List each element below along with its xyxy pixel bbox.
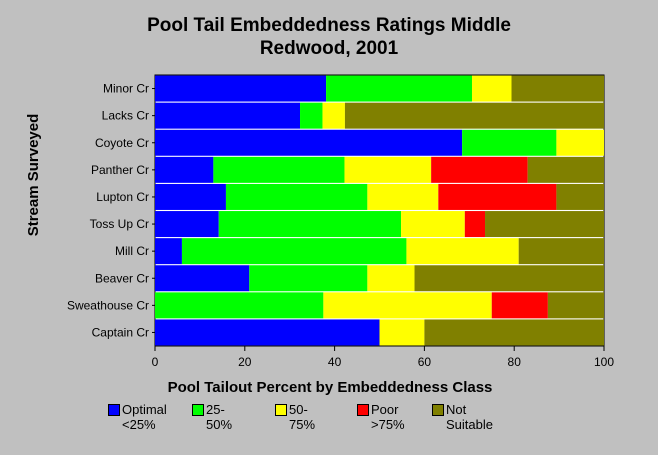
- bar-segment: [556, 129, 604, 156]
- x-tick-label: 40: [328, 355, 342, 369]
- bar-segment: [155, 292, 324, 319]
- bar-segment: [367, 265, 415, 292]
- x-axis-label: Pool Tailout Percent by Embeddedness Cla…: [168, 379, 493, 396]
- bar-segment: [322, 102, 345, 129]
- bar-segment: [213, 156, 345, 183]
- y-tick-label: Beaver Cr: [95, 271, 149, 285]
- bar-segment: [556, 183, 604, 210]
- bars-group: [155, 75, 604, 346]
- y-tick-label: Panther Cr: [91, 163, 149, 177]
- bar-segment: [527, 156, 604, 183]
- legend-label: 50-75%: [289, 402, 316, 432]
- bar-segment: [155, 102, 301, 129]
- y-tick-label: Mill Cr: [115, 244, 149, 258]
- bar-segment: [511, 75, 604, 102]
- chart-title-line: Redwood, 2001: [259, 38, 399, 59]
- bar-segment: [464, 211, 486, 238]
- y-tick-label: Minor Cr: [103, 82, 149, 96]
- bar-segment: [462, 129, 557, 156]
- bar-segment: [181, 238, 407, 265]
- legend-swatch: [275, 404, 287, 416]
- bar-segment: [414, 265, 604, 292]
- chart-title-line: Pool Tail Embeddedness Ratings Middle: [147, 15, 511, 36]
- bar-segment: [379, 319, 425, 346]
- legend-swatch: [108, 404, 120, 416]
- bar-segment: [344, 156, 432, 183]
- bar-segment: [300, 102, 323, 129]
- bar-segment: [424, 319, 604, 346]
- x-tick-label: 80: [508, 355, 522, 369]
- bar-segment: [155, 319, 380, 346]
- y-tick-label: Lacks Cr: [102, 109, 149, 123]
- legend-label: Poor >75%: [371, 402, 405, 432]
- bar-segment: [225, 183, 368, 210]
- bar-segment: [155, 265, 250, 292]
- bar-segment: [401, 211, 465, 238]
- x-tick-label: 20: [238, 355, 252, 369]
- bar-segment: [155, 129, 463, 156]
- bar-segment: [155, 183, 226, 210]
- legend-swatch: [192, 404, 204, 416]
- legend-label: 25-50%: [206, 402, 233, 432]
- x-tick-label: 100: [594, 355, 614, 369]
- bar-segment: [155, 156, 214, 183]
- y-tick-label: Coyote Cr: [95, 136, 149, 150]
- bar-segment: [485, 211, 604, 238]
- legend-swatch: [357, 404, 369, 416]
- x-tick-label: 60: [418, 355, 432, 369]
- bar-segment: [547, 292, 604, 319]
- bar-segment: [155, 238, 182, 265]
- bar-segment: [155, 75, 327, 102]
- bar-segment: [218, 211, 402, 238]
- bar-segment: [406, 238, 519, 265]
- bar-segment: [491, 292, 548, 319]
- bar-segment: [344, 102, 604, 129]
- y-axis-ticks: Minor Cr Lacks Cr Coyote Cr Panther Cr Lupto…: [67, 82, 155, 339]
- bar-segment: [518, 238, 604, 265]
- chart-title: Pool Tail Embeddedness Ratings Middle Red…: [0, 14, 658, 60]
- bar-segment: [323, 292, 492, 319]
- bar-segment: [471, 75, 512, 102]
- y-tick-label: Toss Up Cr: [90, 217, 149, 231]
- legend-swatch: [432, 404, 444, 416]
- y-tick-label: Lupton Cr: [96, 190, 149, 204]
- bar-segment: [155, 211, 219, 238]
- legend-label: Optimal <25%: [122, 402, 167, 432]
- y-tick-label: Sweathouse Cr: [67, 298, 149, 312]
- x-tick-label: 0: [152, 355, 159, 369]
- bar-segment: [249, 265, 368, 292]
- y-axis-label: Stream Surveyed: [25, 114, 42, 237]
- bar-segment: [326, 75, 472, 102]
- bar-segment: [438, 183, 557, 210]
- bar-segment: [367, 183, 439, 210]
- legend-label: Not Suitable: [446, 402, 493, 432]
- y-tick-label: Captain Cr: [92, 325, 149, 339]
- bar-segment: [431, 156, 528, 183]
- x-axis-ticks: 0 20 40 60 80 100: [152, 346, 614, 369]
